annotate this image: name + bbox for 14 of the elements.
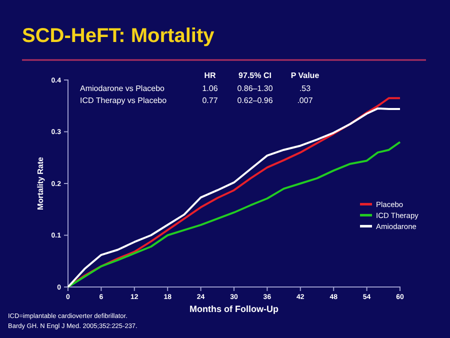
annotation: 97.5% CI — [238, 71, 272, 80]
y-axis-title: Mortality Rate — [36, 156, 45, 210]
annotation: HR — [204, 71, 216, 80]
annotation: 1.06 — [202, 84, 218, 93]
annotation: 0.77 — [202, 96, 218, 105]
annotation: P Value — [290, 71, 320, 80]
annotation: .53 — [299, 84, 312, 93]
x-axis-title: Months of Follow-Up — [190, 304, 279, 314]
chart-title: SCD-HeFT: Mortality — [22, 25, 216, 47]
annotation: 0.62–0.96 — [237, 96, 274, 105]
annotation: Amiodarone vs Placebo — [80, 84, 166, 93]
annotation: ICD Therapy vs Placebo — [80, 96, 168, 105]
annotation: 0.86–1.30 — [237, 84, 274, 93]
annotation: .007 — [297, 96, 314, 105]
